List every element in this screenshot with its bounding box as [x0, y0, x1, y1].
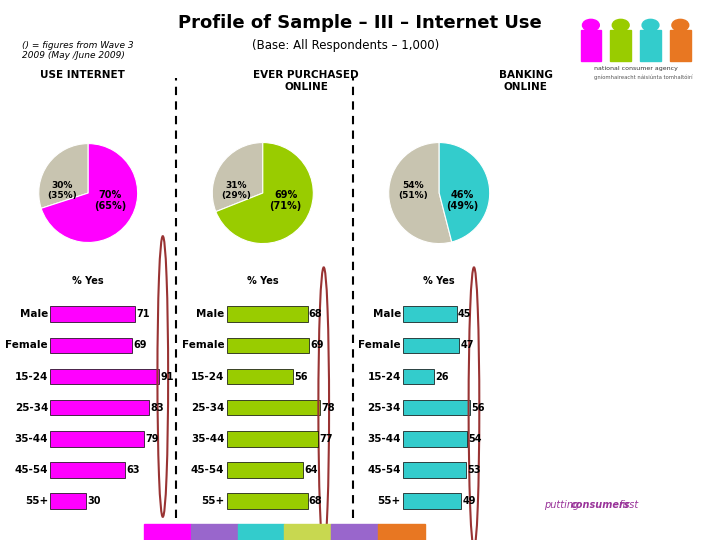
Bar	[378, 524, 425, 540]
Bar	[284, 524, 331, 540]
Bar	[238, 524, 284, 540]
Text: 45-54: 45-54	[14, 465, 48, 475]
Text: consumers: consumers	[571, 500, 631, 510]
Text: USE INTERNET: USE INTERNET	[40, 70, 125, 80]
Bar	[50, 369, 158, 384]
Text: 69: 69	[310, 340, 323, 350]
Text: EVER PURCHASED
ONLINE: EVER PURCHASED ONLINE	[253, 70, 359, 92]
Text: 64: 64	[304, 465, 318, 475]
Bar	[670, 30, 690, 61]
Text: 25-34: 25-34	[14, 403, 48, 413]
Text: Male: Male	[196, 309, 225, 319]
Bar	[403, 306, 456, 322]
Text: 83: 83	[150, 403, 164, 413]
Bar	[227, 338, 309, 353]
Text: Female: Female	[181, 340, 225, 350]
Bar	[580, 30, 601, 61]
Bar	[403, 369, 434, 384]
Text: 54: 54	[469, 434, 482, 444]
Text: 56: 56	[472, 403, 485, 413]
Text: 25-34: 25-34	[367, 403, 401, 413]
Bar	[331, 524, 378, 540]
Text: (Base: All Internet Users - 702): (Base: All Internet Users - 702)	[378, 98, 500, 104]
Text: 30: 30	[87, 496, 101, 506]
Text: gníomhaireacht náisiúnta tomhaltóirí: gníomhaireacht náisiúnta tomhaltóirí	[594, 75, 693, 80]
Text: % Yes: % Yes	[247, 276, 279, 286]
Text: 35-44: 35-44	[367, 434, 401, 444]
Text: 15-24: 15-24	[191, 372, 225, 382]
Text: 26: 26	[436, 372, 449, 382]
Bar	[227, 400, 320, 415]
Text: 35-44: 35-44	[191, 434, 225, 444]
Text: 15-24: 15-24	[14, 372, 48, 382]
Text: www.consumersconnect.ie: www.consumersconnect.ie	[11, 528, 126, 536]
Text: 55+: 55+	[377, 496, 401, 506]
Text: 79: 79	[145, 434, 159, 444]
Bar	[403, 494, 462, 509]
Bar	[227, 462, 303, 478]
Circle shape	[582, 19, 599, 31]
Text: 71: 71	[136, 309, 150, 319]
Text: 45-54: 45-54	[191, 465, 225, 475]
Text: Profile of Sample – III – Internet Use: Profile of Sample – III – Internet Use	[178, 14, 542, 31]
Bar	[403, 431, 467, 447]
Text: national consumer agency: national consumer agency	[594, 66, 678, 71]
Text: 69: 69	[134, 340, 147, 350]
Bar	[50, 306, 135, 322]
Text: 47: 47	[460, 340, 474, 350]
Text: Female: Female	[5, 340, 48, 350]
Bar	[50, 431, 144, 447]
Text: 68: 68	[309, 496, 323, 506]
Text: 56: 56	[294, 372, 308, 382]
Bar	[640, 30, 661, 61]
Circle shape	[642, 19, 659, 31]
Bar	[227, 494, 307, 509]
Text: 35-44: 35-44	[14, 434, 48, 444]
Text: 49: 49	[463, 496, 476, 506]
Circle shape	[612, 19, 629, 31]
Bar	[403, 400, 470, 415]
Bar	[144, 524, 191, 540]
Text: Male: Male	[372, 309, 401, 319]
Bar	[191, 524, 238, 540]
Text: 15-24: 15-24	[367, 372, 401, 382]
Text: putting: putting	[544, 500, 582, 510]
Text: () = figures from Wave 3
2009 (May /June 2009): () = figures from Wave 3 2009 (May /June…	[22, 40, 133, 60]
Text: 63: 63	[127, 465, 140, 475]
Text: first: first	[616, 500, 638, 510]
Bar	[611, 30, 631, 61]
Text: 55+: 55+	[201, 496, 225, 506]
Text: BANKING
ONLINE: BANKING ONLINE	[499, 70, 552, 92]
Bar	[50, 338, 132, 353]
Bar	[50, 400, 149, 415]
Text: 45: 45	[458, 309, 472, 319]
Bar	[227, 431, 318, 447]
Text: 68: 68	[309, 309, 323, 319]
Text: % Yes: % Yes	[73, 276, 104, 286]
Bar	[227, 369, 294, 384]
Text: 53: 53	[467, 465, 481, 475]
Bar	[50, 462, 125, 478]
Text: Male: Male	[19, 309, 48, 319]
Bar	[50, 494, 86, 509]
Text: 77: 77	[320, 434, 333, 444]
Bar	[403, 338, 459, 353]
Bar	[403, 462, 467, 478]
Text: 25-34: 25-34	[191, 403, 225, 413]
Text: 78: 78	[321, 403, 335, 413]
Text: (Base: All Respondents – 1,000): (Base: All Respondents – 1,000)	[252, 39, 439, 52]
Text: (Base: All Internet Users - 702): (Base: All Internet Users - 702)	[202, 98, 324, 104]
Bar	[227, 306, 307, 322]
Text: 55+: 55+	[24, 496, 48, 506]
Text: 91: 91	[161, 372, 174, 382]
Text: 45-54: 45-54	[367, 465, 401, 475]
Circle shape	[672, 19, 689, 31]
Text: Female: Female	[358, 340, 401, 350]
Text: % Yes: % Yes	[423, 276, 455, 286]
